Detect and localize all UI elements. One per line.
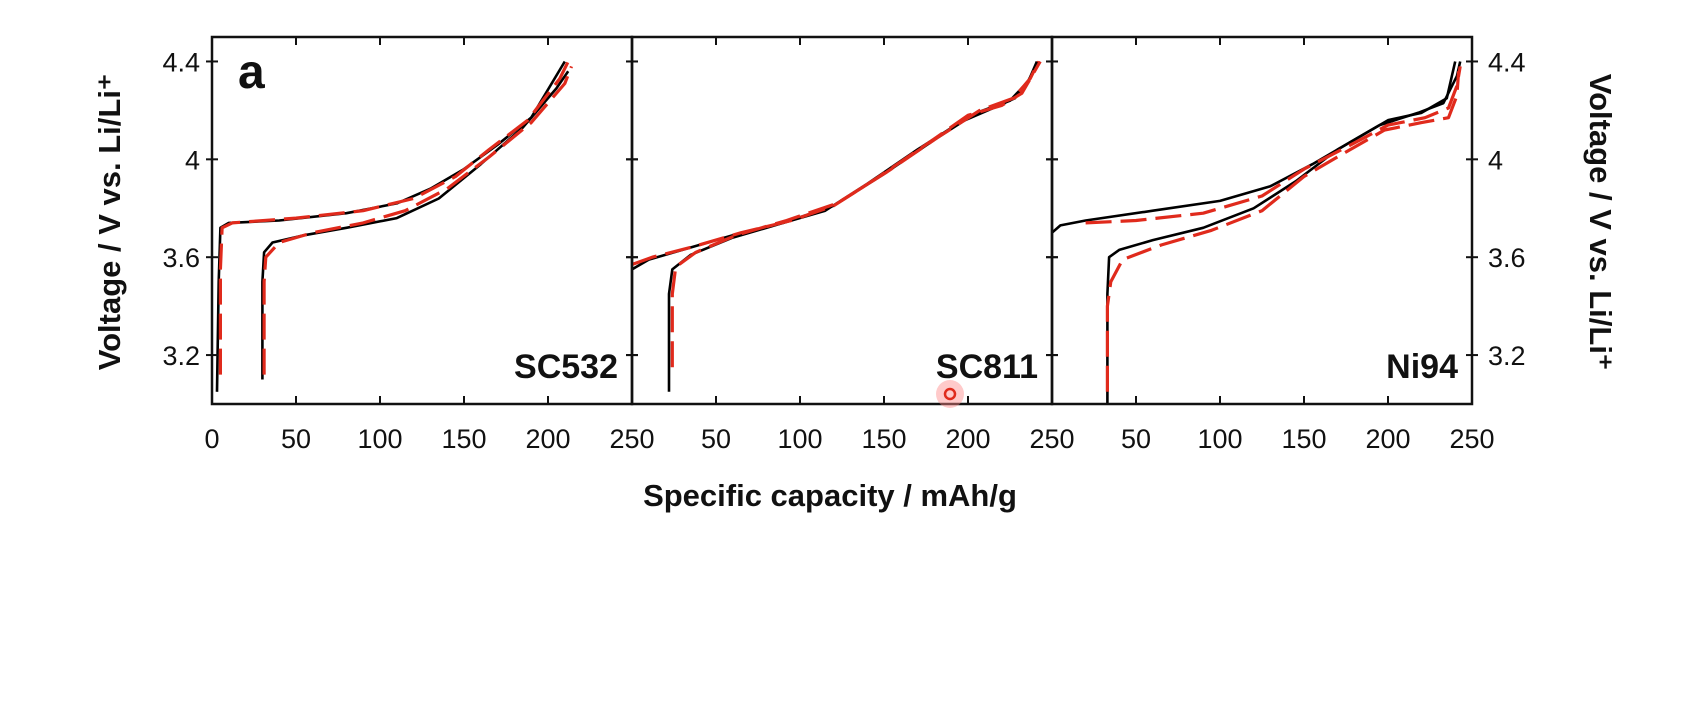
panel-name-label: Ni94 <box>1386 348 1458 386</box>
x-tick-label: 50 <box>1121 424 1151 454</box>
x-tick-label: 200 <box>525 424 570 454</box>
x-tick-label: 250 <box>609 424 654 454</box>
x-tick-label: 200 <box>945 424 990 454</box>
x-tick-label: 250 <box>1029 424 1074 454</box>
y-axis-title-left: Voltage / V vs. Li/Li⁺ <box>92 74 127 371</box>
series-line-red-3 <box>218 60 570 375</box>
labels-layer: a Specific capacity / mAh/g Voltage / V … <box>92 46 1618 513</box>
series-line-red-4 <box>1105 71 1461 392</box>
y-tick-label-left: 3.2 <box>162 341 200 371</box>
y-tick-label-right: 4 <box>1488 145 1503 175</box>
x-tick-label: 50 <box>701 424 731 454</box>
x-tick-label: 250 <box>1449 424 1494 454</box>
y-tick-label-left: 3.6 <box>162 243 200 273</box>
series-line-black-2 <box>261 70 570 380</box>
y-tick-label-right: 3.2 <box>1488 341 1526 371</box>
x-tick-label: 50 <box>281 424 311 454</box>
series-line-red-4 <box>670 60 1041 368</box>
x-tick-label: 200 <box>1365 424 1410 454</box>
cursor-marker <box>936 380 964 408</box>
x-tick-label: 150 <box>441 424 486 454</box>
series-line-black-1 <box>631 60 1040 271</box>
panel-name-label: SC811 <box>936 348 1038 386</box>
x-tick-label: 100 <box>1197 424 1242 454</box>
x-axis-title: Specific capacity / mAh/g <box>643 478 1017 513</box>
panel-frame <box>1050 35 1474 406</box>
panel-sc532: 0 50 100 150 200 250 SC532 <box>204 35 655 454</box>
x-tick-label: 0 <box>204 424 219 454</box>
series-line-red-4 <box>262 65 573 375</box>
x-tick-label: 150 <box>861 424 906 454</box>
y-tick-label-right: 3.6 <box>1488 243 1526 273</box>
panel-ni94: 50 100 150 200 250 Ni94 <box>1046 35 1495 454</box>
panel-sc811: 50 100 150 200 250 SC811 <box>626 35 1075 454</box>
series-line-red-3 <box>631 60 1042 267</box>
y-tick-label-right: 4.4 <box>1488 47 1526 77</box>
y-axis-title-right: Voltage / V vs. Li/Li⁺ <box>1583 74 1618 371</box>
x-tick-label: 100 <box>777 424 822 454</box>
x-tick-label: 150 <box>1281 424 1326 454</box>
series-line-red-3 <box>1085 66 1462 225</box>
panel-name-label: SC532 <box>514 348 618 386</box>
x-tick-label: 100 <box>357 424 402 454</box>
series-line-black-2 <box>1106 61 1462 404</box>
series-line-black-1 <box>215 60 566 392</box>
y-tick-label-left: 4 <box>185 145 200 175</box>
y-tick-label-left: 4.4 <box>162 47 200 77</box>
panel-letter: a <box>238 46 265 99</box>
